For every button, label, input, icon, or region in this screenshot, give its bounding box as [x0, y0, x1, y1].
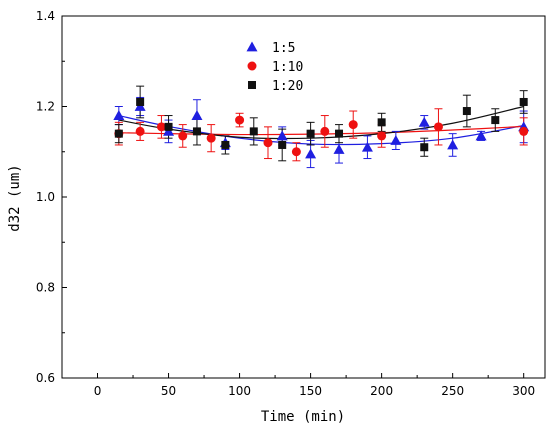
x-tick-label: 150	[299, 384, 322, 398]
legend-label-1-5: 1:5	[272, 41, 295, 56]
legend-marker-1-20	[248, 81, 256, 89]
legend-label-1-10: 1:10	[272, 60, 303, 75]
y-axis-ticks: 0.6 0.8 1.0 1.2 1.4	[36, 9, 67, 385]
y-tick-label: 1.0	[36, 190, 55, 204]
legend-marker-1-10	[247, 61, 257, 71]
data-point-1-10	[291, 147, 301, 157]
y-tick-label: 1.2	[36, 100, 55, 114]
error-bars	[114, 85, 528, 169]
data-point-1-10	[377, 131, 387, 141]
data-point-1-10	[235, 115, 245, 125]
data-point-1-20	[136, 97, 145, 106]
data-point-1-10	[320, 126, 330, 136]
x-tick-label: 250	[441, 384, 464, 398]
data-point-1-5	[418, 116, 430, 127]
data-point-1-5	[475, 130, 487, 141]
plot-border	[61, 15, 546, 379]
data-point-1-5	[191, 110, 203, 120]
x-tick-label: 50	[161, 384, 176, 398]
data-point-1-5	[305, 148, 317, 159]
data-point-1-5	[361, 141, 373, 152]
x-tick-label: 0	[94, 384, 102, 398]
data-point-1-20	[278, 140, 287, 149]
data-point-1-10	[178, 131, 188, 141]
x-tick-label: 200	[370, 384, 393, 398]
data-point-1-20	[164, 122, 173, 131]
data-point-1-20	[491, 116, 500, 125]
y-axis-label: d32 (um)	[7, 164, 23, 231]
data-point-1-10	[206, 133, 216, 143]
x-axis-label: Time (min)	[261, 409, 345, 425]
y-tick-label: 1.4	[36, 9, 55, 23]
data-point-1-20	[462, 107, 471, 116]
data-point-1-20	[519, 97, 528, 106]
data-point-1-10	[433, 122, 443, 132]
data-point-1-20	[377, 118, 386, 127]
y-tick-label: 0.6	[36, 371, 55, 385]
data-point-1-10	[519, 126, 529, 136]
x-tick-label: 300	[512, 384, 535, 398]
data-point-1-5	[276, 130, 288, 141]
data-point-1-20	[335, 129, 344, 138]
data-point-1-20	[192, 127, 201, 136]
data-point-1-5	[390, 134, 402, 145]
data-point-1-5	[113, 110, 125, 120]
legend-marker-1-5	[246, 41, 258, 52]
legend: 1:5 1:10 1:20	[246, 41, 303, 94]
data-point-1-20	[420, 143, 429, 152]
data-point-1-10	[135, 126, 145, 136]
plot-frame	[61, 15, 546, 379]
data-points	[113, 97, 530, 159]
data-point-1-20	[249, 127, 258, 136]
data-point-1-5	[333, 143, 345, 154]
data-point-1-20	[114, 129, 123, 138]
data-point-1-10	[263, 138, 273, 148]
legend-label-1-20: 1:20	[272, 79, 303, 94]
y-tick-label: 0.8	[36, 281, 55, 295]
data-point-1-20	[306, 129, 315, 138]
data-point-1-5	[447, 139, 459, 150]
x-tick-label: 100	[228, 384, 251, 398]
x-axis-ticks: 0 50 100 150 200 250 300	[61, 373, 535, 398]
data-point-1-20	[221, 140, 230, 149]
data-point-1-10	[348, 120, 358, 130]
data-point-1-10	[156, 122, 166, 132]
